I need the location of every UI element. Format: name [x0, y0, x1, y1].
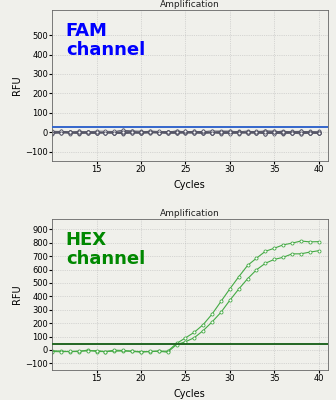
X-axis label: Cycles: Cycles: [174, 180, 206, 190]
Title: Amplification: Amplification: [160, 0, 220, 9]
Text: FAM
channel: FAM channel: [66, 22, 145, 59]
X-axis label: Cycles: Cycles: [174, 389, 206, 399]
Y-axis label: RFU: RFU: [12, 284, 23, 304]
Title: Amplification: Amplification: [160, 209, 220, 218]
Text: HEX
channel: HEX channel: [66, 231, 145, 268]
Y-axis label: RFU: RFU: [12, 76, 23, 96]
